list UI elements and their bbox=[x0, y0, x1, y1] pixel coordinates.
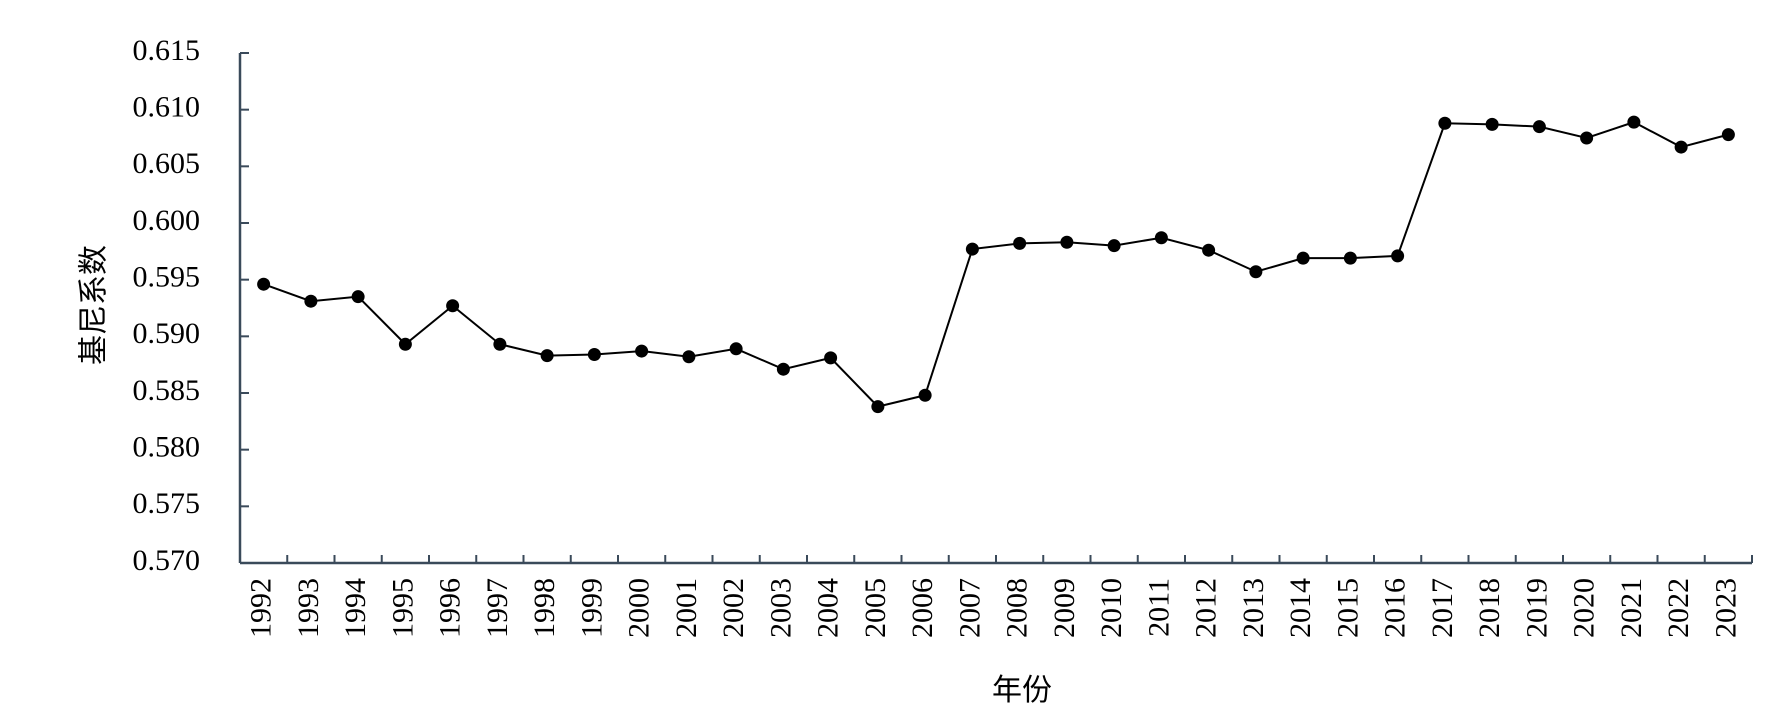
data-point bbox=[540, 349, 554, 363]
data-point bbox=[776, 362, 790, 376]
data-point bbox=[871, 400, 885, 414]
x-tick-label: 2003 bbox=[764, 578, 797, 638]
y-tick-label: 0.595 bbox=[133, 261, 201, 294]
y-tick-label: 0.585 bbox=[133, 374, 201, 407]
y-tick-label: 0.615 bbox=[133, 34, 201, 67]
x-tick-label: 1998 bbox=[528, 578, 561, 638]
y-tick-label: 0.590 bbox=[133, 317, 201, 350]
x-tick-label: 2001 bbox=[670, 578, 703, 638]
data-point bbox=[1060, 235, 1074, 249]
x-tick-label: 2018 bbox=[1473, 578, 1506, 638]
x-tick-label: 1992 bbox=[245, 578, 278, 638]
data-point bbox=[1438, 116, 1452, 130]
data-point bbox=[257, 277, 271, 291]
x-tick-label: 2013 bbox=[1237, 578, 1270, 638]
x-tick-label: 1997 bbox=[481, 578, 514, 638]
x-tick-label: 2004 bbox=[812, 578, 845, 638]
y-tick-label: 0.570 bbox=[133, 544, 201, 577]
data-point bbox=[1721, 128, 1735, 142]
data-point bbox=[446, 299, 460, 313]
x-tick-label: 2000 bbox=[623, 578, 656, 638]
x-tick-label: 2007 bbox=[953, 578, 986, 638]
x-tick-label: 2002 bbox=[717, 578, 750, 638]
data-point bbox=[304, 294, 318, 308]
data-point bbox=[918, 388, 932, 402]
data-point bbox=[1343, 251, 1357, 265]
x-tick-label: 2022 bbox=[1662, 578, 1695, 638]
data-point bbox=[1627, 115, 1641, 129]
y-tick-label: 0.575 bbox=[133, 487, 201, 520]
y-tick-label: 0.610 bbox=[133, 91, 201, 124]
data-point bbox=[965, 242, 979, 256]
y-axis-title: 基尼系数 bbox=[77, 245, 112, 365]
series-line bbox=[263, 121, 1729, 408]
data-point bbox=[398, 337, 412, 351]
x-tick-label: 1999 bbox=[575, 578, 608, 638]
x-tick-label: 2017 bbox=[1426, 578, 1459, 638]
x-tick-label: 1993 bbox=[292, 578, 325, 638]
data-point bbox=[1580, 131, 1594, 145]
data-point bbox=[1296, 251, 1310, 265]
y-tick-label: 0.605 bbox=[133, 147, 201, 180]
x-tick-label: 2023 bbox=[1709, 578, 1742, 638]
data-point bbox=[635, 344, 649, 358]
x-tick-label: 2019 bbox=[1520, 578, 1553, 638]
data-point bbox=[1249, 265, 1263, 279]
data-point bbox=[351, 290, 365, 304]
data-point bbox=[824, 351, 838, 365]
x-tick-label: 1996 bbox=[434, 578, 467, 638]
x-tick-label: 2020 bbox=[1568, 578, 1601, 638]
x-axis-title: 年份 bbox=[992, 673, 1052, 708]
x-tick-label: 2011 bbox=[1142, 578, 1175, 637]
x-tick-label: 2010 bbox=[1095, 578, 1128, 638]
data-point bbox=[1107, 239, 1121, 253]
data-point bbox=[1485, 117, 1499, 131]
y-tick-label: 0.600 bbox=[133, 204, 201, 237]
data-point bbox=[682, 350, 696, 364]
data-point bbox=[1532, 120, 1546, 134]
data-point bbox=[1391, 249, 1405, 263]
x-tick-label: 2008 bbox=[1001, 578, 1034, 638]
data-point bbox=[729, 342, 743, 356]
x-tick-label: 1995 bbox=[386, 578, 419, 638]
data-point bbox=[493, 337, 507, 351]
x-tick-label: 2021 bbox=[1615, 578, 1648, 638]
x-tick-label: 1994 bbox=[339, 578, 372, 638]
x-tick-label: 2014 bbox=[1284, 578, 1317, 638]
x-tick-label: 2016 bbox=[1379, 578, 1412, 638]
data-point bbox=[1154, 231, 1168, 245]
data-point bbox=[1013, 236, 1027, 250]
series-layer bbox=[257, 115, 1735, 414]
x-tick-label: 2012 bbox=[1190, 578, 1223, 638]
x-tick-label: 2015 bbox=[1331, 578, 1364, 638]
data-point bbox=[1674, 140, 1688, 154]
data-point bbox=[1202, 243, 1216, 257]
x-tick-label: 2006 bbox=[906, 578, 939, 638]
axes: 0.570 0.575 0.580 0.585 0.590 0.595 0.600 0.605… bbox=[133, 34, 1753, 638]
data-point bbox=[587, 347, 601, 361]
x-tick-label: 2009 bbox=[1048, 578, 1081, 638]
x-tick-label: 2005 bbox=[859, 578, 892, 638]
y-tick-label: 0.580 bbox=[133, 431, 201, 464]
